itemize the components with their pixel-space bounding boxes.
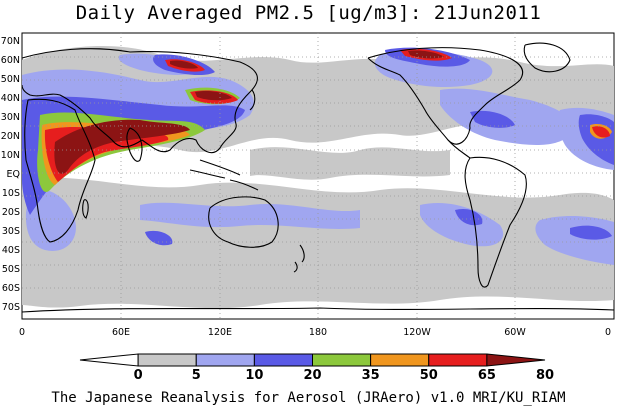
lon-label: 60E — [112, 327, 130, 338]
latitude-labels: 70N 60N 50N 40N 30N 20N 10N EQ 10S 20S 3… — [1, 36, 20, 313]
pm-layer-5-10 — [250, 147, 450, 180]
lat-label: 50N — [1, 74, 20, 85]
colorbar-bin — [312, 353, 372, 367]
coastlines — [21, 42, 615, 313]
colorbar-bin — [253, 353, 313, 367]
data-source-credit: The Japanese Reanalysis for Aerosol (JRA… — [51, 390, 566, 406]
colorbar-bin — [428, 353, 488, 367]
lat-label: 50S — [2, 264, 20, 275]
colorbar-tick-label: 0 — [134, 368, 143, 383]
pm-layer-10-20 — [140, 202, 360, 229]
lat-label: 60N — [1, 55, 20, 66]
pm-layer-20-35 — [470, 110, 515, 128]
pm-layer-80-plus — [195, 90, 232, 101]
lon-label: 120E — [208, 327, 232, 338]
lat-label: 10S — [2, 188, 20, 199]
colorbar-tick-label: 10 — [245, 368, 263, 383]
aerosol-field — [22, 45, 614, 309]
lon-label: 120W — [403, 327, 431, 338]
lat-label: 10N — [1, 150, 20, 161]
lon-label: 0 — [605, 327, 611, 338]
lat-label: 60S — [2, 283, 20, 294]
pm-layer-10-20 — [420, 202, 504, 247]
lat-label: 20N — [1, 131, 20, 142]
lat-label: 30N — [1, 112, 20, 123]
colorbar-bin — [370, 353, 430, 367]
colorbar-tick-label: 35 — [362, 368, 380, 383]
colorbar-bin — [195, 353, 255, 367]
lat-label: 70S — [2, 302, 20, 313]
pm-layer-80-plus — [54, 119, 190, 174]
pm-layer-20-35 — [455, 208, 483, 226]
pm-layer-80-plus — [170, 60, 198, 69]
colorbar-bin — [486, 353, 546, 367]
longitude-labels: 0 60E 120E 180 120W 60W 0 — [19, 327, 611, 338]
pm-layer-20-35 — [570, 225, 612, 240]
lon-label: 180 — [309, 327, 327, 338]
lat-label: 40N — [1, 93, 20, 104]
pm-layer-65-80 — [592, 126, 610, 138]
map-title: Daily Averaged PM2.5 [ug/m3]: 21Jun2011 — [75, 2, 542, 24]
lat-label: 70N — [1, 36, 20, 47]
colorbar-tick-label: 20 — [303, 368, 321, 383]
colorbar-tick-label: 50 — [420, 368, 438, 383]
colorbar-bin — [79, 353, 139, 367]
colorbar-tick-label: 5 — [192, 368, 201, 383]
pm25-map: 70N 60N 50N 40N 30N 20N 10N EQ 10S 20S 3… — [1, 32, 615, 338]
pm-layer-80-plus — [408, 50, 444, 59]
lon-label: 60W — [504, 327, 526, 338]
pm-layer-20-35 — [145, 230, 173, 246]
colorbar: 0 5 10 20 35 50 65 80 — [79, 353, 554, 383]
colorbar-bin — [137, 353, 197, 367]
grid-lines — [22, 33, 614, 319]
lat-label: 20S — [2, 207, 20, 218]
lon-label: 0 — [19, 327, 25, 338]
lat-label: EQ — [7, 169, 20, 180]
lat-label: 30S — [2, 226, 20, 237]
colorbar-tick-label: 80 — [536, 368, 554, 383]
lat-label: 40S — [2, 245, 20, 256]
colorbar-tick-label: 65 — [478, 368, 496, 383]
